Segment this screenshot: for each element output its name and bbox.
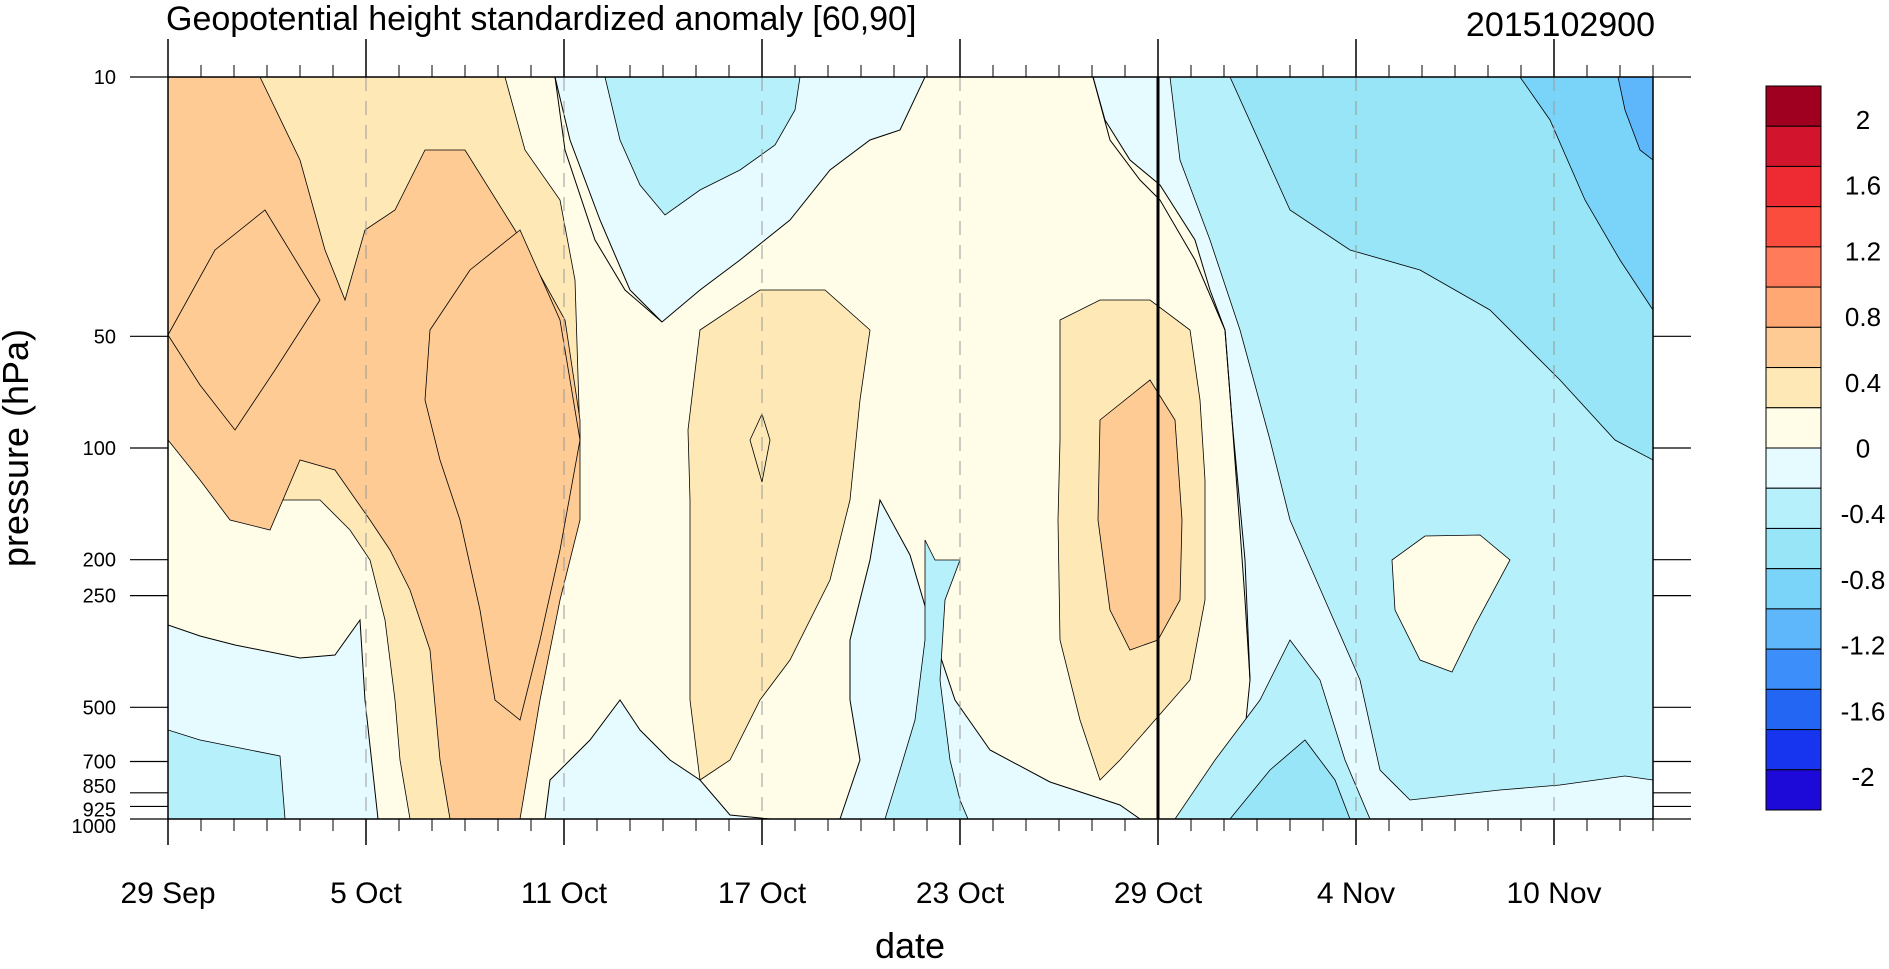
colorbar-label: -1.2 — [1841, 631, 1886, 661]
contour-line-b — [1092, 77, 1251, 681]
colorbar-label: -0.4 — [1841, 499, 1886, 529]
colorbar-label: 1.2 — [1845, 236, 1881, 266]
colorbar-segment — [1765, 568, 1822, 610]
chart-title: Geopotential height standardized anomaly… — [166, 0, 916, 38]
x-axis: 29 Sep 5 Oct 11 Oct 17 Oct 23 Oct 29 Oct 4 Nov… — [120, 39, 1654, 910]
contour-warm-0.4-mid — [687, 289, 871, 781]
colorbar-segment — [1765, 527, 1822, 570]
y-tick-label: 100 — [83, 438, 116, 460]
x-axis-label: date — [875, 925, 945, 966]
x-tick-label: 29 Oct — [1114, 877, 1203, 910]
colorbar-segment — [1765, 608, 1822, 650]
contour-cold-0.8-east — [1229, 77, 1653, 461]
colorbar-segment — [1765, 206, 1822, 248]
colorbar-label: 0.8 — [1845, 302, 1881, 332]
y-tick-label: 10 — [94, 67, 116, 89]
colorbar-segment — [1765, 246, 1822, 288]
colorbar-label: 0.4 — [1845, 368, 1881, 398]
y-tick-label: 1000 — [72, 816, 117, 838]
y-tick-label: 925 — [83, 799, 116, 821]
contour-cold-lower-left — [168, 729, 286, 819]
colorbar-label: -0.8 — [1841, 565, 1886, 595]
x-tick-label: 4 Nov — [1317, 877, 1395, 910]
colorbar: 2 1.6 1.2 0.8 0.4 0 -0.4 -0.8 -1.2 -1.6 -2 — [1765, 85, 1886, 811]
plot-area — [168, 77, 1653, 819]
y-tick-label: 850 — [83, 776, 116, 798]
colorbar-label: -2 — [1851, 762, 1874, 792]
contour-warm-1.0-mid — [749, 412, 771, 483]
colorbar-segment — [1765, 125, 1822, 167]
contour-line-a — [554, 77, 663, 323]
colorbar-segment — [1765, 729, 1822, 771]
y-tick-label: 500 — [83, 697, 116, 719]
x-tick-label: 11 Oct — [521, 877, 608, 910]
colorbar-segment — [1765, 165, 1822, 208]
x-tick-label: 10 Nov — [1506, 877, 1601, 910]
contour-warm-0.8-east — [1097, 379, 1183, 651]
colorbar-label: 1.6 — [1845, 171, 1881, 201]
y-tick-label: 700 — [83, 752, 116, 774]
colorbar-segment — [1765, 367, 1822, 409]
y-tick-label: 50 — [94, 326, 116, 348]
colorbar-label: -1.6 — [1841, 696, 1886, 726]
x-tick-label: 5 Oct — [330, 877, 402, 910]
colorbar-segment — [1765, 286, 1822, 328]
contour-cold-0.4-a — [604, 77, 801, 216]
colorbar-segment — [1765, 688, 1822, 731]
y-tick-label: 250 — [83, 586, 116, 608]
colorbar-segment — [1765, 85, 1822, 127]
colorbar-segment — [1765, 326, 1822, 369]
contour-cold-1.2-east — [1519, 77, 1653, 311]
contour-cold-1.6-east — [1617, 77, 1653, 161]
colorbar-segment — [1765, 648, 1822, 690]
colorbar-segment — [1765, 487, 1822, 529]
x-tick-label: 29 Sep — [120, 877, 215, 910]
colorbar-label: 2 — [1856, 105, 1870, 135]
contour-cold-0-lower-2 — [544, 699, 771, 819]
colorbar-segment — [1765, 769, 1822, 811]
colorbar-label: 0 — [1856, 434, 1870, 464]
colorbar-segment — [1765, 407, 1822, 449]
contour-warm-1.0-west-a — [168, 209, 321, 431]
y-tick-label: 200 — [83, 550, 116, 572]
contour-warm-0-east-island — [1391, 534, 1511, 673]
date-label: 2015102900 — [1466, 6, 1655, 44]
y-axis-label: pressure (hPa) — [0, 329, 36, 567]
x-tick-label: 17 Oct — [718, 877, 807, 910]
contour-warm-0.8-center-a — [424, 229, 581, 721]
contour-cold-0.8-lower — [1229, 739, 1351, 819]
x-tick-label: 23 Oct — [916, 877, 1005, 910]
colorbar-segment — [1765, 447, 1822, 489]
